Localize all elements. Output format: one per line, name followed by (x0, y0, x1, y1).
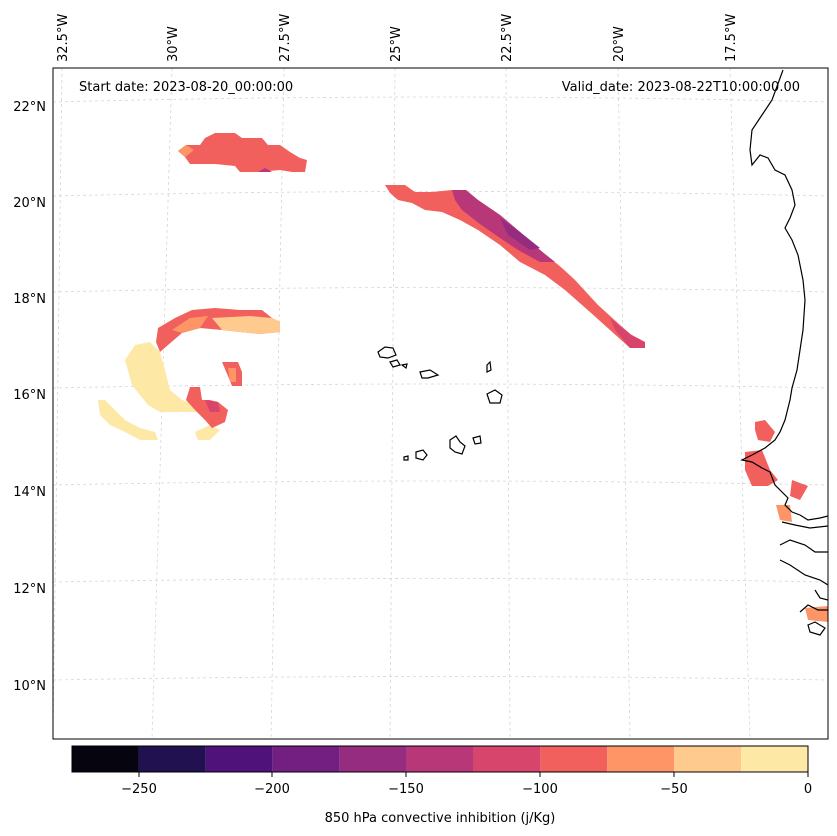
lat-labels: 22°N 20°N 18°N 16°N 14°N 12°N 10°N (13, 100, 46, 694)
island (449, 435, 466, 455)
coastlines (377, 69, 828, 636)
lat-label: 14°N (13, 485, 46, 500)
colorbar-swatch (72, 746, 139, 772)
colorbar-swatch (138, 746, 206, 772)
lat-label: 18°N (13, 292, 46, 307)
colorbar (72, 746, 808, 772)
lon-labels: 32.5°W 30°W 27.5°W 25°W 22.5°W 20°W 17.5… (56, 14, 739, 62)
colorbar-tick-label: −250 (121, 782, 157, 797)
colorbar-swatch (741, 746, 808, 772)
start-date-label: Start date: 2023-08-20_00:00:00 (79, 80, 293, 95)
lat-label: 10°N (13, 679, 46, 694)
lat-label: 16°N (13, 388, 46, 403)
cin-region-north (178, 133, 307, 172)
lat-label: 20°N (13, 196, 46, 211)
cin-field (98, 133, 828, 622)
colorbar-label: 850 hPa convective inhibition (j/Kg) (325, 811, 556, 826)
island (472, 435, 482, 445)
cin-region-coast (755, 420, 775, 442)
island (389, 359, 401, 368)
island (486, 389, 503, 404)
lon-label: 32.5°W (56, 14, 71, 62)
lon-label: 20°W (612, 26, 627, 62)
colorbar-swatch (205, 746, 273, 772)
island (415, 449, 428, 461)
africa-coastline (740, 69, 828, 521)
colorbar-swatch (339, 746, 407, 772)
island (486, 360, 492, 373)
colorbar-swatch (540, 746, 608, 772)
colorbar-tick-label: −50 (660, 782, 687, 797)
lon-label: 30°W (166, 26, 181, 62)
colorbar-swatch (406, 746, 474, 772)
colorbar-tick-label: 0 (804, 782, 812, 797)
cin-region-west-pale (125, 342, 200, 412)
valid-date-label: Valid_date: 2023-08-22T10:00:00.00 (562, 80, 800, 95)
colorbar-tick-label: −100 (522, 782, 558, 797)
colorbar-frame (71, 745, 809, 773)
colorbar-swatch (272, 746, 340, 772)
lon-label: 17.5°W (724, 14, 739, 62)
lat-label: 22°N (13, 100, 46, 115)
colorbar-swatch (674, 746, 742, 772)
island (377, 346, 397, 359)
lon-label: 25°W (389, 26, 404, 62)
island (419, 369, 440, 379)
lon-label: 22.5°W (500, 14, 515, 62)
lat-label: 12°N (13, 582, 46, 597)
colorbar-swatch (607, 746, 675, 772)
island (400, 363, 408, 370)
colorbar-ticks: −250 −200 −150 −100 −50 0 (121, 772, 812, 797)
map-frame (52, 67, 829, 740)
colorbar-tick-label: −200 (254, 782, 290, 797)
lon-label: 27.5°W (278, 14, 293, 62)
colorbar-tick-label: −150 (388, 782, 424, 797)
colorbar-swatch (473, 746, 541, 772)
island (403, 455, 409, 461)
